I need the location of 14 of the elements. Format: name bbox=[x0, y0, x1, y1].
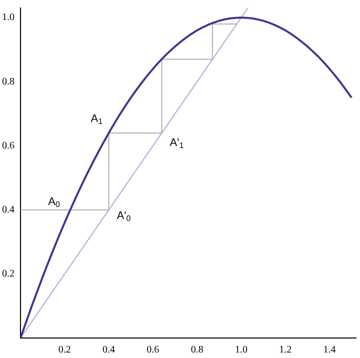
x-tick-label: 0.2 bbox=[58, 344, 71, 356]
x-tick-label: 1.0 bbox=[234, 344, 248, 356]
x-tick-label: 1.2 bbox=[279, 344, 292, 356]
line-series bbox=[20, 16, 353, 338]
x-tick-label: 0.8 bbox=[190, 344, 204, 356]
line-series bbox=[20, 24, 238, 210]
y-tick-label: 0.2 bbox=[2, 268, 14, 280]
x-tick-label: 1.4 bbox=[323, 344, 336, 356]
x-tick-label: 0.6 bbox=[146, 344, 160, 356]
x-tick-label: 0.4 bbox=[102, 344, 116, 356]
y-tick-label: 0.6 bbox=[2, 140, 14, 152]
y-tick-label: 0.4 bbox=[2, 204, 14, 216]
y-tick-label: 1.0 bbox=[2, 12, 14, 24]
y-tick-label: 0.8 bbox=[2, 76, 14, 88]
